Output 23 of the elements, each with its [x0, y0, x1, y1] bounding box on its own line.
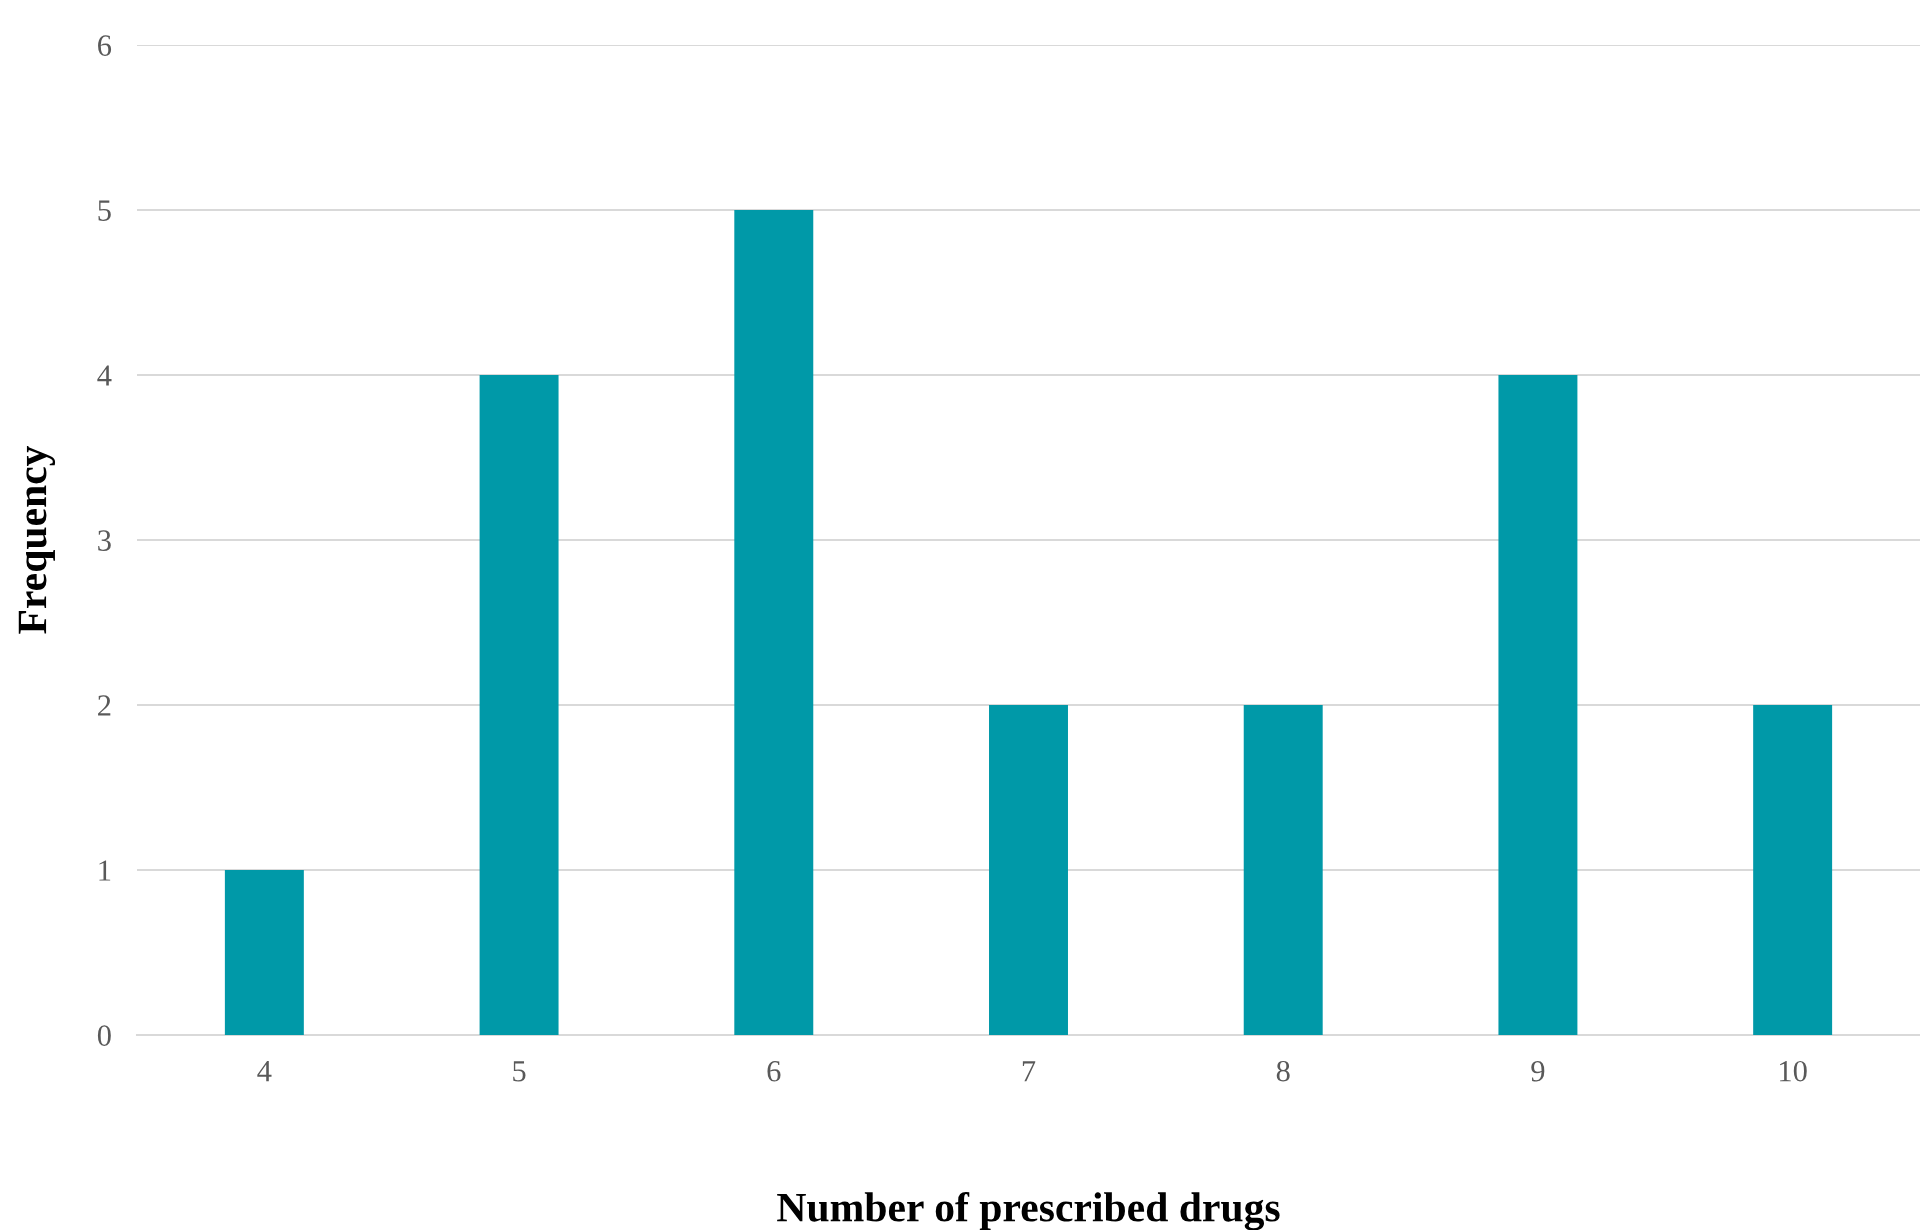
bar	[1243, 705, 1323, 1035]
x-tick-label: 9	[1531, 1060, 1545, 1082]
y-tick-label: 6	[98, 35, 112, 56]
x-tick-label: 10	[1780, 1060, 1807, 1082]
x-tick-label: 8	[1276, 1060, 1290, 1082]
y-tick-label: 4	[97, 365, 112, 386]
y-tick-label: 1	[99, 860, 111, 881]
bar	[989, 705, 1068, 1035]
y-tick-label: 0	[97, 1025, 111, 1046]
y-tick-label: 5	[98, 200, 111, 221]
bar	[734, 210, 814, 1035]
x-tick-label: 6	[767, 1060, 781, 1082]
bar	[224, 870, 304, 1035]
y-tick-label: 3	[98, 530, 111, 551]
bar	[1753, 705, 1833, 1035]
y-tick-label: 2	[98, 695, 111, 716]
x-axis-title: Number of prescribed drugs	[777, 1191, 1280, 1230]
bar	[1498, 375, 1578, 1035]
x-tick-label: 4	[257, 1061, 272, 1082]
x-tick-label: 7	[1022, 1061, 1036, 1082]
x-tick-label: 5	[513, 1061, 526, 1082]
y-axis-title: Frequency	[18, 445, 56, 634]
bar	[479, 375, 559, 1035]
